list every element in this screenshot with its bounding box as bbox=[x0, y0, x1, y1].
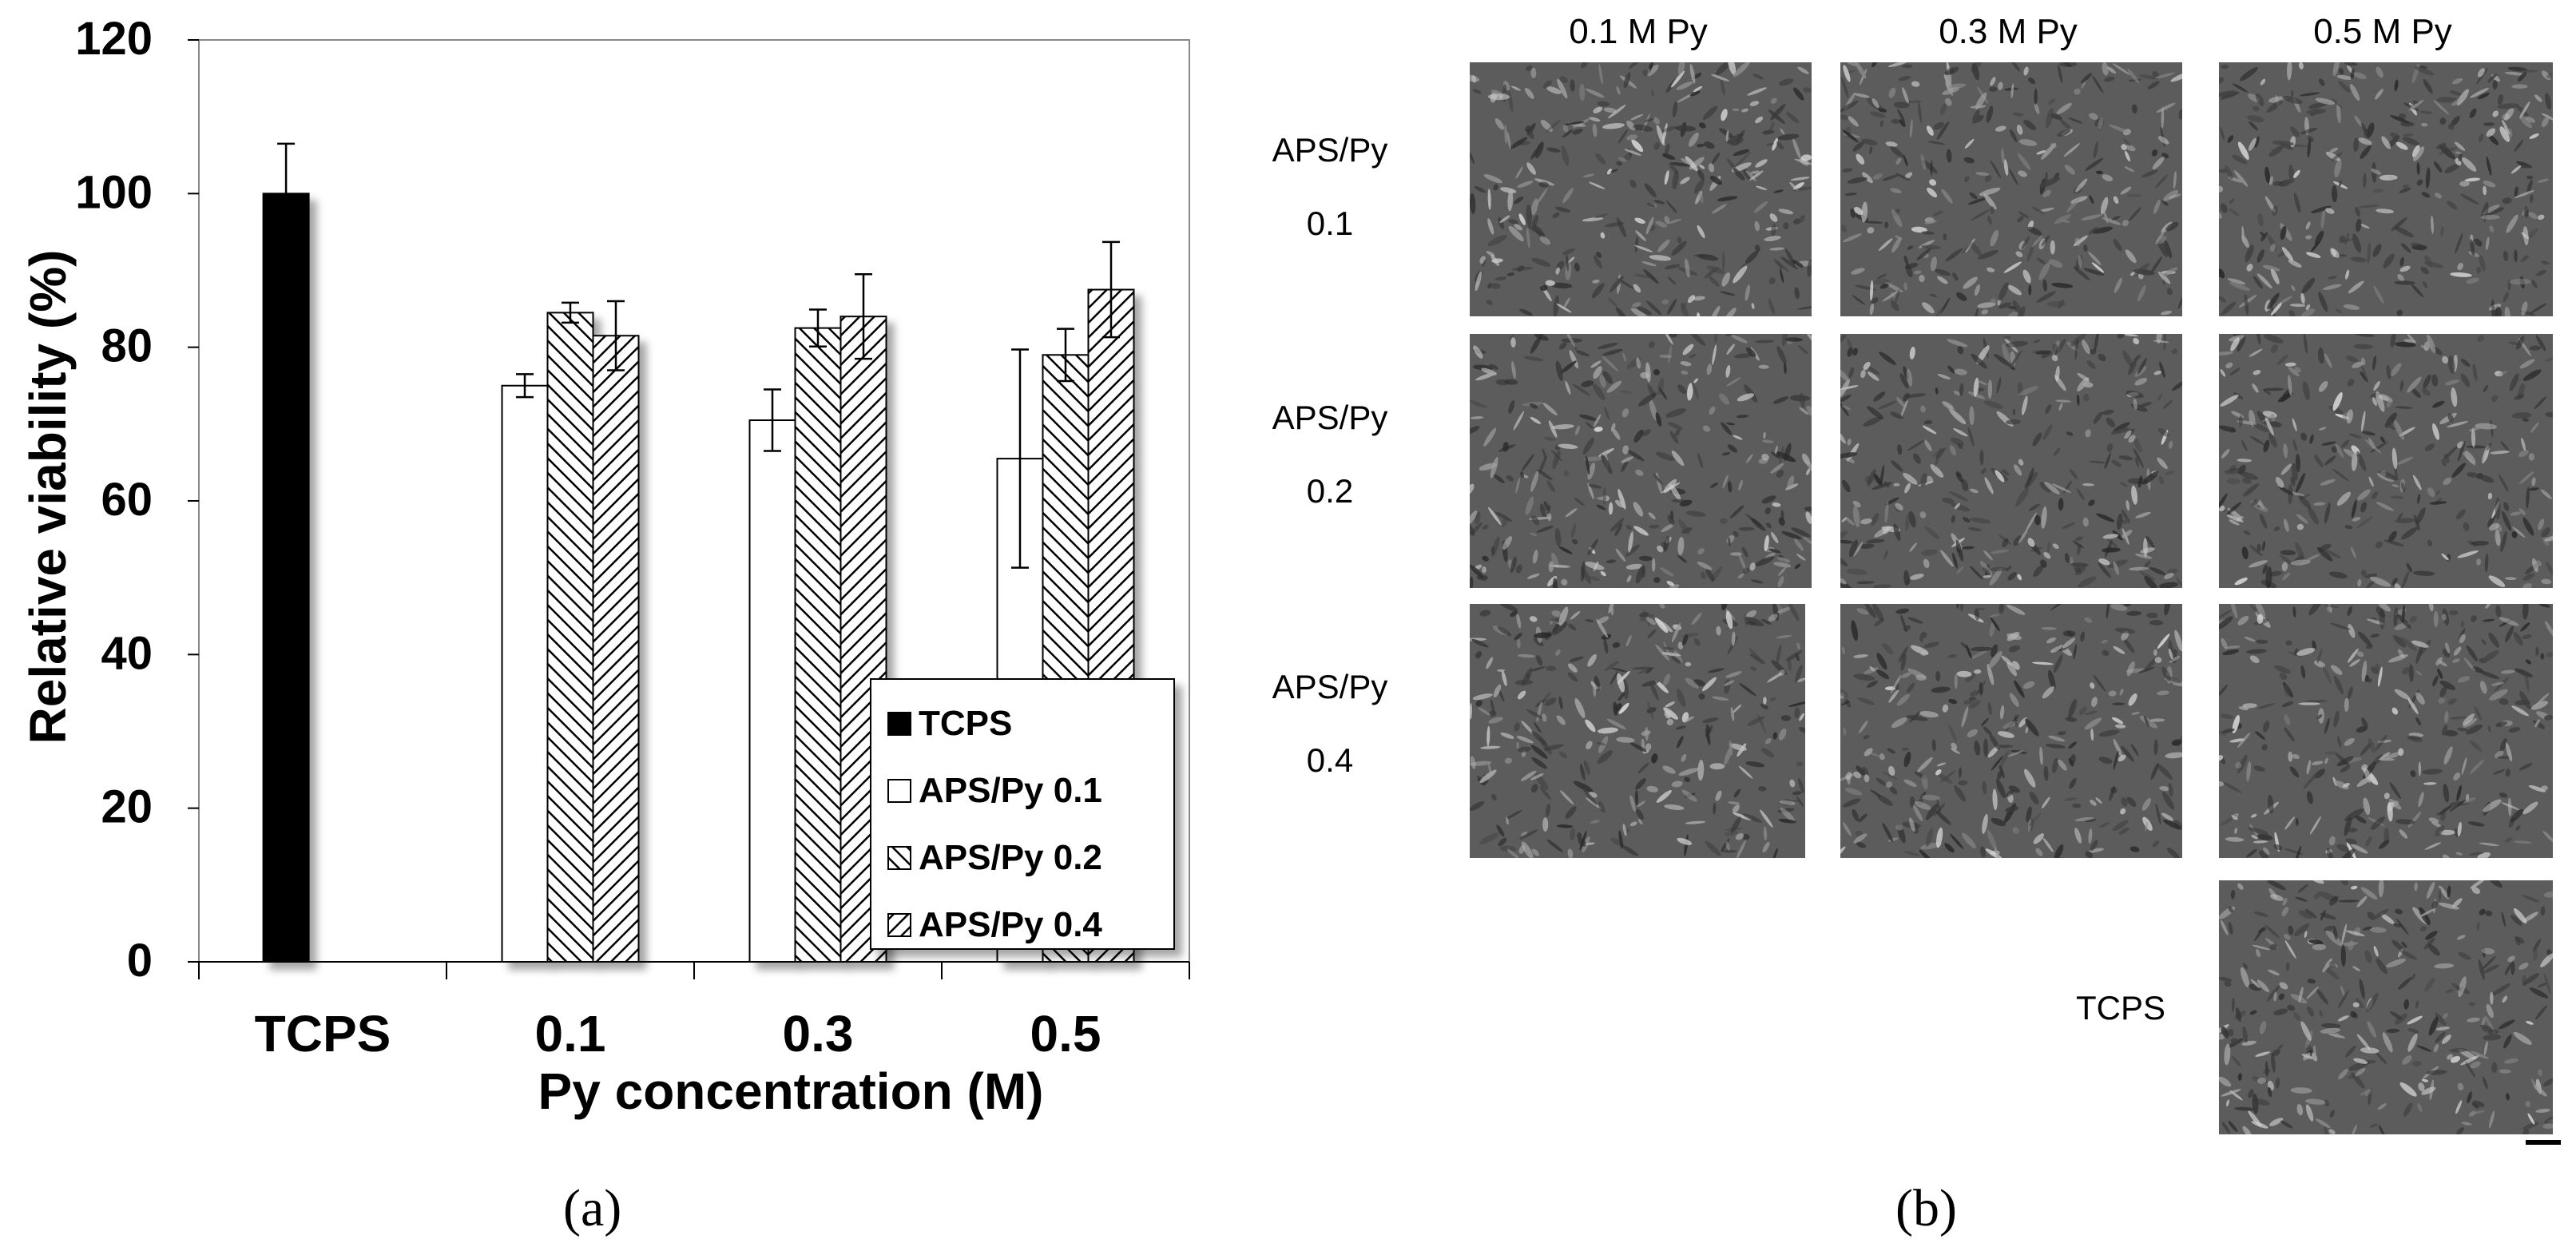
y-axis-title: Relative viability (%) bbox=[19, 250, 77, 745]
micrograph-aps-py-0-4-at-0-3M bbox=[1840, 604, 2182, 858]
row-label-tcps: TCPS bbox=[2075, 989, 2165, 1027]
micrograph-tcps bbox=[2219, 880, 2553, 1134]
y-tick-label: 80 bbox=[101, 320, 153, 372]
micrograph-aps-py-0-1-at-0-3M bbox=[1840, 62, 2182, 316]
scale-bar bbox=[2526, 1140, 2561, 1145]
y-tick-label: 40 bbox=[101, 627, 153, 679]
bar-chart: 0 20 40 60 80 100 120 TCPS 0.1 0.3 0.5Py concentra… bbox=[19, 13, 1190, 1120]
micrograph-aps-py-0-4-at-0-1M bbox=[1470, 604, 1805, 858]
y-tick-label: 60 bbox=[101, 474, 153, 526]
micrograph-aps-py-0-1-at-0-5M bbox=[2219, 62, 2553, 316]
row-label-line1: APS/Py bbox=[1272, 668, 1388, 705]
micrograph-aps-py-0-4-at-0-5M bbox=[2219, 604, 2553, 858]
column-header-0-5M: 0.5 M Py bbox=[2313, 12, 2452, 51]
row-label-aps-py-0-1: APS/Py 0.1 bbox=[1246, 113, 1414, 260]
bar-aps-py-0-2-0-3 bbox=[794, 327, 842, 963]
micrograph-aps-py-0-2-at-0-1M bbox=[1470, 334, 1812, 588]
legend-swatch bbox=[887, 846, 911, 870]
row-label-aps-py-0-4: APS/Py 0.4 bbox=[1246, 650, 1414, 797]
y-tick-label: 0 bbox=[127, 935, 153, 987]
micrograph-aps-py-0-1-at-0-1M bbox=[1470, 62, 1812, 316]
x-category-label: 0.5 bbox=[1030, 1005, 1101, 1062]
x-category-label: 0.1 bbox=[535, 1005, 606, 1062]
micrograph-texture bbox=[2219, 334, 2553, 588]
panel-label-b: (b) bbox=[1895, 1179, 1957, 1237]
bar-tcps-TCPS bbox=[262, 193, 310, 963]
micrograph-texture bbox=[2219, 604, 2553, 858]
row-label-line2: 0.1 bbox=[1306, 205, 1354, 242]
legend-entry: TCPS bbox=[919, 704, 1012, 743]
micrograph-aps-py-0-2-at-0-3M bbox=[1840, 334, 2182, 588]
row-label-line1: APS/Py bbox=[1272, 131, 1388, 169]
x-axis-title: Py concentration (M) bbox=[538, 1062, 1044, 1120]
y-tick-label: 100 bbox=[75, 166, 153, 218]
bars bbox=[262, 193, 1135, 963]
row-label-line2: 0.2 bbox=[1306, 472, 1354, 510]
row-label-aps-py-0-2: APS/Py 0.2 bbox=[1246, 381, 1414, 528]
bar-aps-py-0-1-0-1 bbox=[501, 384, 549, 963]
legend-box bbox=[870, 678, 1175, 950]
micrograph-aps-py-0-2-at-0-5M bbox=[2219, 334, 2553, 588]
legend-swatch bbox=[887, 913, 911, 937]
column-header-0-1M: 0.1 M Py bbox=[1569, 12, 1708, 51]
legend-swatch bbox=[887, 712, 911, 736]
legend-entry: APS/Py 0.4 bbox=[919, 905, 1102, 944]
row-label-line1: APS/Py bbox=[1272, 399, 1388, 436]
legend-swatch bbox=[887, 779, 911, 803]
row-label-line2: 0.4 bbox=[1306, 741, 1354, 779]
legend-entry: APS/Py 0.2 bbox=[919, 838, 1102, 877]
y-tick-label: 20 bbox=[101, 781, 153, 833]
micrograph-texture bbox=[1470, 334, 1812, 588]
micrograph-texture bbox=[1840, 604, 2182, 858]
legend-entry: APS/Py 0.1 bbox=[919, 771, 1102, 810]
axis-labels: 0 20 40 60 80 100 120 TCPS 0.1 0.3 0.5Py concentra… bbox=[19, 13, 1101, 1120]
micrograph-texture bbox=[1840, 62, 2182, 316]
micrograph-texture bbox=[1470, 604, 1805, 858]
bar-aps-py-0-1-0-3 bbox=[748, 419, 796, 963]
micrograph-texture bbox=[1840, 334, 2182, 588]
y-tick-label: 120 bbox=[75, 13, 153, 65]
micrograph-texture bbox=[2219, 880, 2553, 1134]
x-category-label: 0.3 bbox=[783, 1005, 854, 1062]
micrograph-texture bbox=[1470, 62, 1812, 316]
bar-aps-py-0-4-0-1 bbox=[592, 335, 640, 963]
column-header-0-3M: 0.3 M Py bbox=[1939, 12, 2078, 51]
bar-aps-py-0-2-0-1 bbox=[546, 312, 594, 963]
error-bars bbox=[199, 142, 1189, 963]
panel-label-a: (a) bbox=[563, 1179, 622, 1237]
micrograph-texture bbox=[2219, 62, 2553, 316]
axes bbox=[188, 39, 1190, 979]
x-category-label: TCPS bbox=[255, 1005, 391, 1062]
legend: TCPS APS/Py 0.1 APS/Py 0.2 APS/Py 0.4 bbox=[870, 678, 1175, 950]
